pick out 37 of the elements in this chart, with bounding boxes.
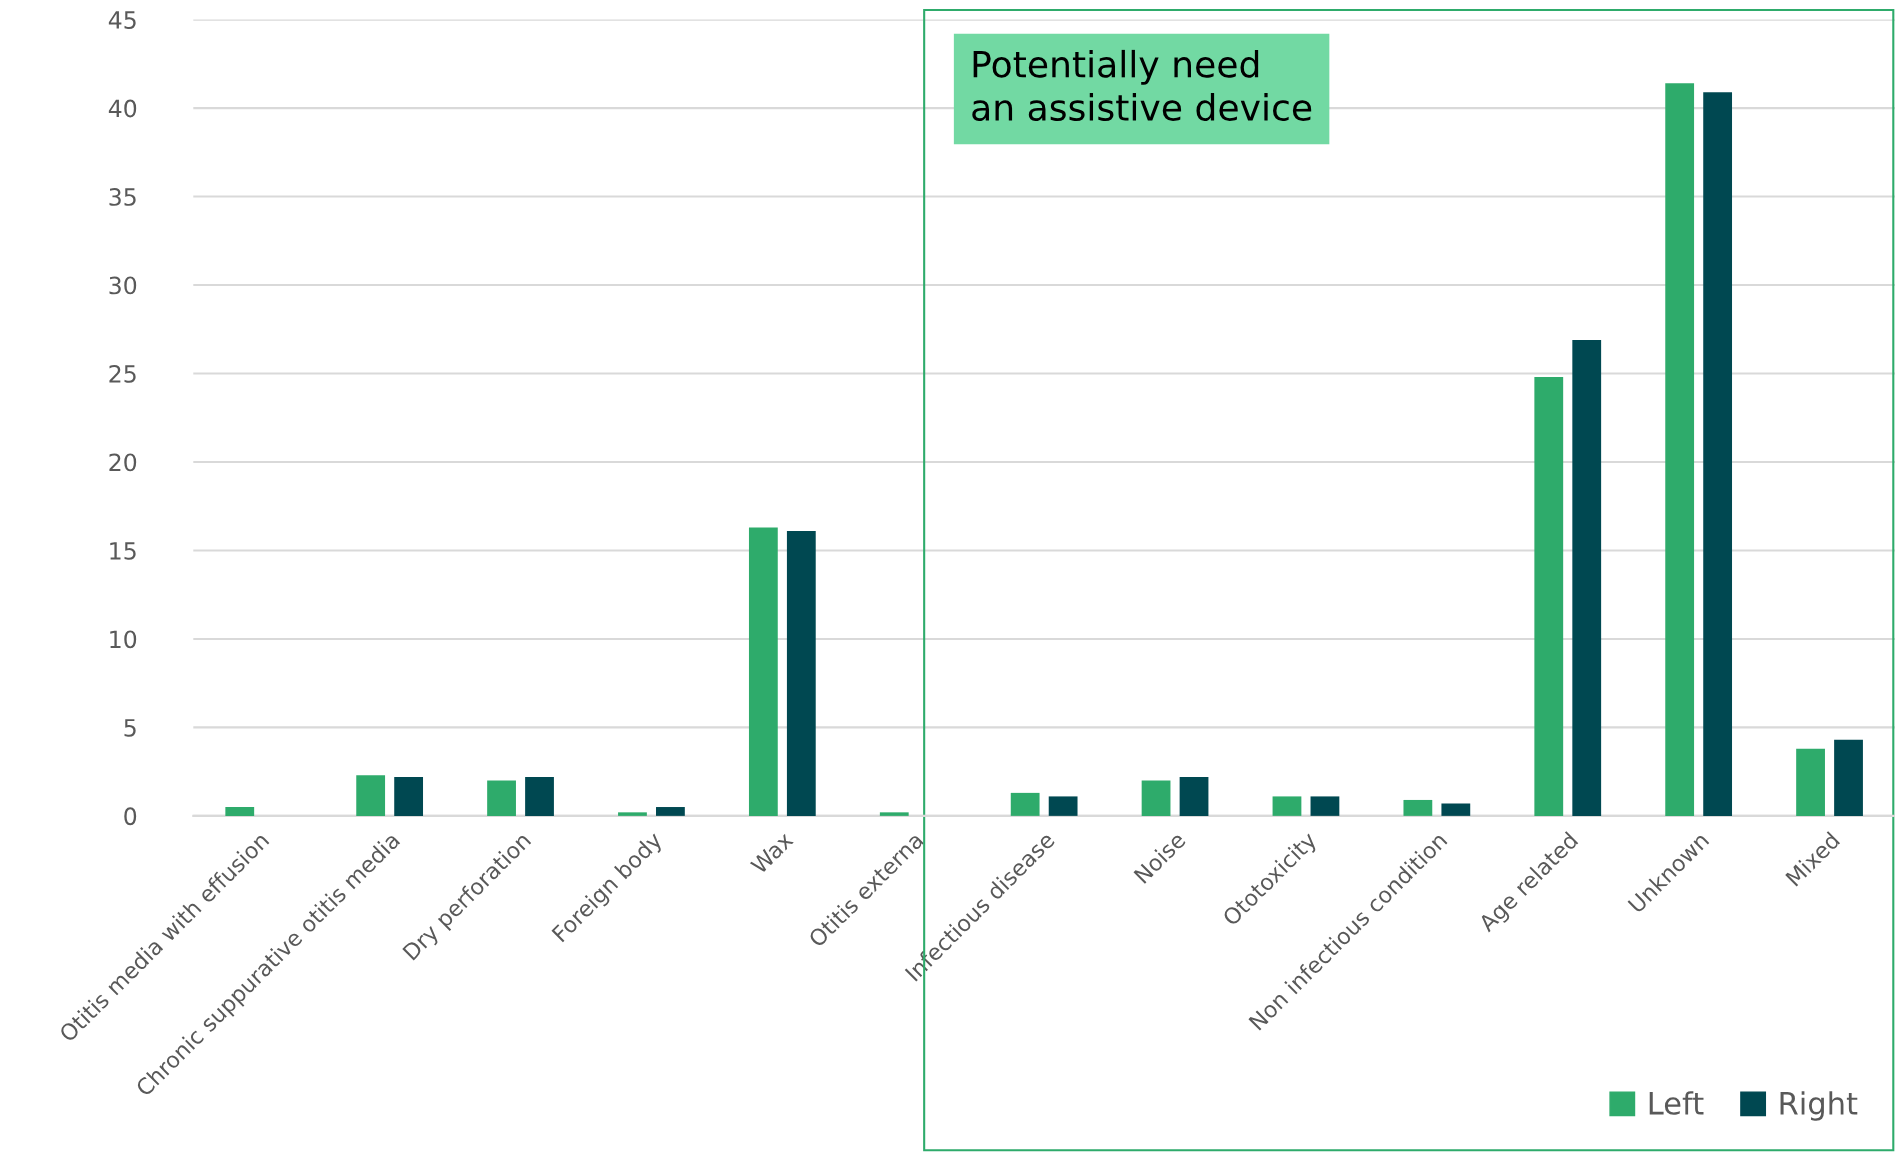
bar [1179, 776, 1209, 816]
bar [1403, 799, 1433, 816]
bar [225, 807, 255, 816]
legend-label: Right [1780, 1091, 1858, 1121]
bar [1010, 792, 1040, 816]
bar [1534, 377, 1564, 816]
bar [394, 776, 424, 816]
bar [1834, 739, 1863, 816]
y-tick-label: 25 [109, 364, 136, 383]
bar [1441, 803, 1471, 816]
y-tick-label: 35 [109, 188, 136, 206]
bar [525, 776, 554, 816]
y-tick-label: 40 [108, 99, 137, 118]
y-tick-label: 20 [109, 453, 137, 472]
bar [487, 780, 516, 816]
y-tick-label: 0 [124, 807, 137, 826]
bar [1796, 748, 1825, 816]
bar [1048, 796, 1078, 816]
y-tick-label: 45 [108, 11, 136, 29]
legend-label: Left [1649, 1091, 1704, 1115]
bar [1310, 796, 1340, 816]
bar [618, 812, 647, 816]
y-tick-label: 10 [110, 630, 137, 649]
bar [656, 807, 685, 816]
y-tick-label: 15 [110, 542, 136, 560]
bar [1665, 83, 1695, 816]
y-tick-label: 30 [109, 276, 137, 295]
y-tick-label: 5 [124, 719, 136, 737]
bar [356, 775, 386, 816]
annotation: Potentially need an assistive device [972, 49, 1312, 122]
bar [748, 527, 778, 816]
bar [1272, 796, 1302, 816]
bar [1572, 339, 1602, 816]
bar [1141, 780, 1171, 816]
bar [879, 812, 909, 816]
bar [786, 530, 816, 816]
bar [1703, 92, 1733, 816]
